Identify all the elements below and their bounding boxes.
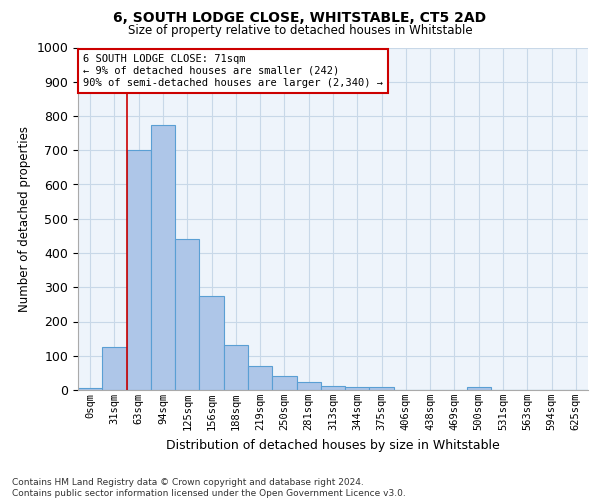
X-axis label: Distribution of detached houses by size in Whitstable: Distribution of detached houses by size … (166, 438, 500, 452)
Bar (467, 388, 491, 390)
Bar (199, 296, 224, 390)
Bar (224, 346, 248, 390)
Y-axis label: Number of detached properties: Number of detached properties (18, 126, 31, 312)
Bar (175, 240, 199, 390)
Text: 6 SOUTH LODGE CLOSE: 71sqm
← 9% of detached houses are smaller (242)
90% of semi: 6 SOUTH LODGE CLOSE: 71sqm ← 9% of detac… (83, 54, 383, 88)
Bar (370, 388, 394, 390)
Text: Contains HM Land Registry data © Crown copyright and database right 2024.
Contai: Contains HM Land Registry data © Crown c… (12, 478, 406, 498)
Text: 6, SOUTH LODGE CLOSE, WHITSTABLE, CT5 2AD: 6, SOUTH LODGE CLOSE, WHITSTABLE, CT5 2A… (113, 11, 487, 25)
Bar (321, 386, 345, 390)
Text: Size of property relative to detached houses in Whitstable: Size of property relative to detached ho… (128, 24, 472, 37)
Bar (272, 376, 296, 390)
Bar (296, 382, 321, 390)
Bar (151, 124, 175, 390)
Bar (102, 347, 127, 390)
Bar (248, 366, 272, 390)
Bar (127, 150, 151, 390)
Bar (78, 388, 102, 390)
Bar (345, 386, 370, 390)
